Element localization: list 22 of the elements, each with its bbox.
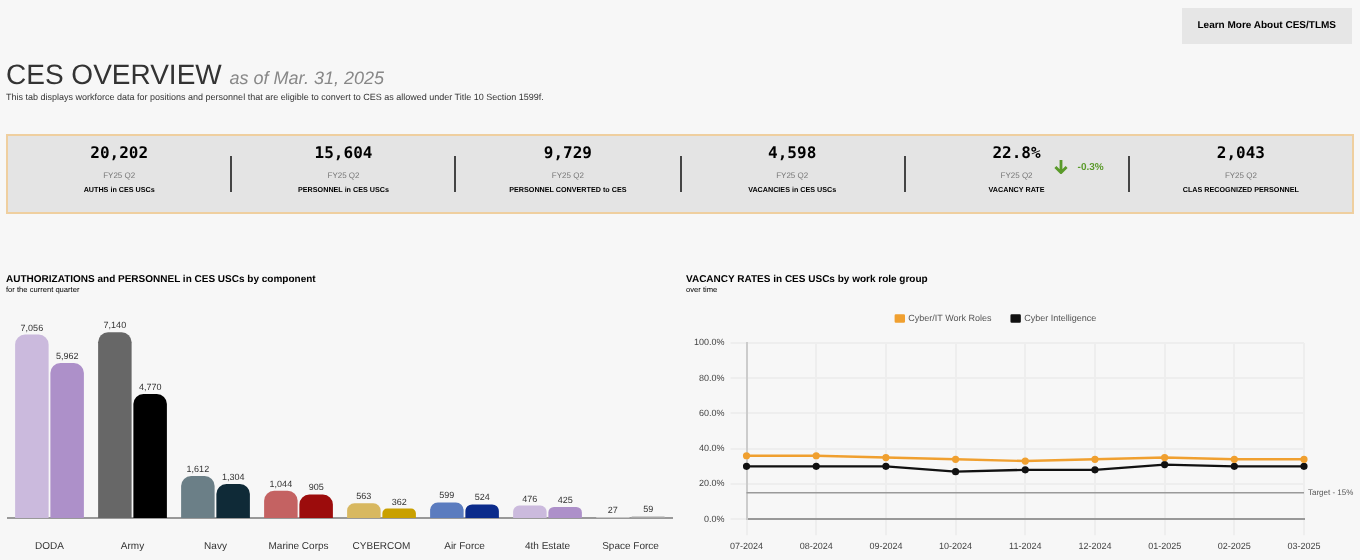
bar xyxy=(548,506,582,518)
bar xyxy=(430,502,464,518)
bar xyxy=(465,504,499,518)
text: 9,729 xyxy=(541,144,594,162)
bar xyxy=(50,362,84,518)
bar xyxy=(181,476,215,518)
text: 15,604 xyxy=(312,144,375,162)
text: 4,598 xyxy=(766,144,819,162)
bar xyxy=(513,505,547,518)
bar xyxy=(382,508,416,518)
bar xyxy=(133,393,167,518)
bar xyxy=(216,484,250,518)
bar xyxy=(98,332,132,518)
bar xyxy=(264,490,298,518)
text: 22.8% xyxy=(990,144,1043,162)
text: 20,202 xyxy=(88,144,151,162)
text: as of Mar. 31, 2025 xyxy=(229,68,384,88)
bar xyxy=(299,494,333,518)
text: CES OVERVIEW xyxy=(6,58,222,90)
bar xyxy=(15,334,49,518)
bar xyxy=(347,503,381,518)
text: 2,043 xyxy=(1214,144,1267,162)
